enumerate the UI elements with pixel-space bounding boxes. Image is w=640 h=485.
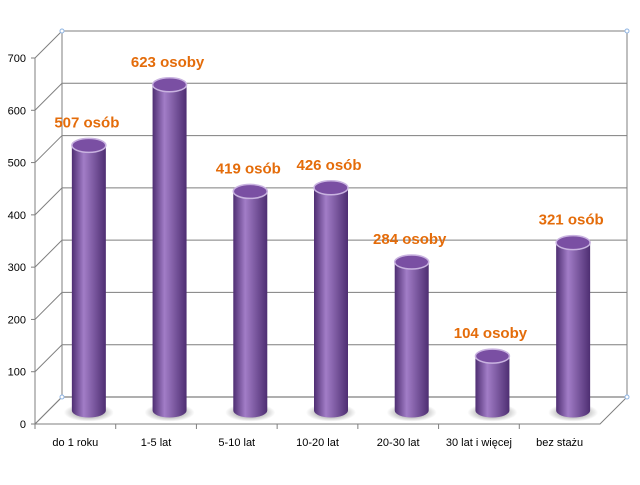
x-category-label: bez stażu [536, 437, 583, 449]
bar-body [71, 145, 106, 418]
gridline [34, 30, 627, 59]
bar-top [232, 183, 269, 200]
y-tick-label: 600 [8, 105, 26, 117]
data-label: 623 osoby [131, 54, 205, 71]
x-category-label: 20-30 lat [377, 437, 420, 449]
corner-marker [59, 28, 65, 34]
data-label: 419 osób [216, 160, 281, 177]
bar [225, 183, 276, 422]
axes [31, 28, 630, 429]
gridline [34, 82, 627, 111]
x-axis-category-labels: do 1 roku 1-5 lat 5-10 lat 10-20 lat 20-30 l… [52, 437, 583, 449]
bar [548, 234, 599, 422]
bar-body [394, 262, 429, 418]
y-axis-tick-labels: 0 100 200 300 400 500 600 700 [8, 53, 26, 431]
x-category-label: 1-5 lat [141, 437, 172, 449]
bar [467, 348, 518, 422]
bar-top [474, 348, 511, 364]
x-category-label: 30 lat i więcej [446, 437, 512, 449]
corner-marker [59, 394, 65, 400]
y-tick-label: 0 [20, 419, 26, 431]
x-category-label: do 1 roku [52, 437, 98, 449]
y-tick-label: 400 [8, 210, 26, 222]
bar [306, 180, 356, 422]
y-tick-label: 700 [8, 53, 26, 65]
corner-marker [624, 28, 630, 34]
data-label: 507 osób [54, 114, 119, 131]
floor-edge [35, 396, 628, 425]
bar-top [151, 77, 188, 93]
x-category-label: 10-20 lat [296, 437, 339, 449]
y-tick-label: 300 [8, 262, 26, 274]
bar [63, 137, 114, 422]
y-tick-label: 500 [8, 158, 26, 170]
bar-body [152, 84, 187, 418]
bar-top [393, 254, 430, 270]
data-label: 104 osoby [454, 325, 528, 342]
bar-body [556, 242, 591, 418]
bar-top [555, 234, 591, 251]
bar-body [475, 356, 510, 418]
bar-body [233, 191, 268, 418]
data-label: 284 osoby [373, 231, 447, 248]
bars [63, 77, 599, 422]
data-labels: 507 osób 623 osoby 419 osób 426 osób 284 oso… [54, 54, 603, 342]
bar-top [71, 137, 107, 154]
bar [144, 77, 195, 422]
data-label: 426 osób [296, 157, 361, 174]
bar-top [313, 180, 349, 196]
x-category-label: 5-10 lat [218, 437, 255, 449]
bar-body [314, 187, 348, 418]
y-tick-label: 200 [8, 314, 26, 326]
data-label: 321 osób [539, 212, 604, 229]
corner-marker [624, 394, 630, 400]
y-tick-label: 100 [8, 367, 26, 379]
bar [386, 254, 437, 422]
